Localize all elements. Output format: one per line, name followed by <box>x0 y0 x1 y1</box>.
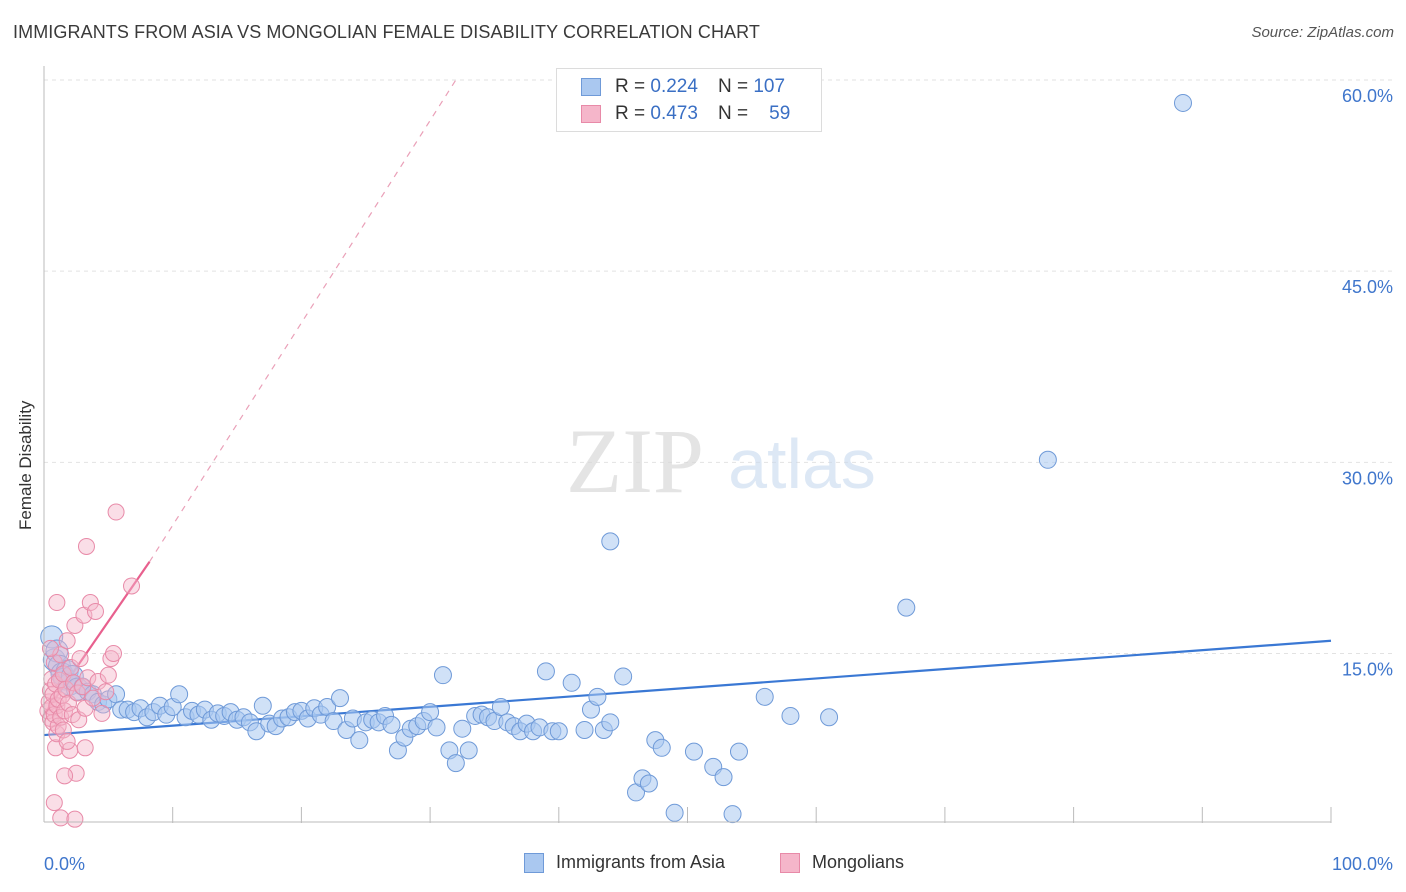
y-tick-label: 30.0% <box>1342 468 1393 488</box>
point-mongolians <box>71 650 89 668</box>
point-asia <box>723 805 742 824</box>
point-asia <box>433 666 452 685</box>
point-mongolians <box>58 732 76 750</box>
point-asia <box>652 738 671 757</box>
point-mongolians <box>74 678 92 696</box>
legend-r-label: R = <box>615 103 646 124</box>
legend-r-value: 0.224 <box>650 76 698 97</box>
point-asia <box>684 742 703 761</box>
point-asia <box>614 667 633 686</box>
legend-n-label: N = <box>717 76 749 97</box>
legend-row-asia: R = 0.224 N = 107 <box>581 74 785 100</box>
point-asia <box>453 719 472 738</box>
bottom-legend-swatch-blue <box>524 852 544 873</box>
point-asia <box>536 662 555 681</box>
point-asia <box>781 706 800 725</box>
bottom-legend-label: Immigrants from Asia <box>556 852 726 872</box>
point-asia <box>820 708 839 727</box>
point-asia <box>601 713 620 732</box>
point-asia <box>639 774 658 793</box>
point-asia <box>253 696 272 715</box>
point-mongolians <box>104 645 122 662</box>
bottom-legend-asia: Immigrants from Asia <box>524 852 725 873</box>
point-mongolians <box>123 577 141 595</box>
point-asia <box>324 712 343 731</box>
point-asia <box>729 742 748 761</box>
point-asia <box>601 532 620 551</box>
point-mongolians <box>107 503 125 521</box>
point-mongolians <box>102 650 120 668</box>
point-mongolians <box>77 537 95 555</box>
point-asia <box>331 689 350 708</box>
point-mongolians <box>45 794 63 812</box>
point-asia <box>421 703 440 722</box>
point-mongolians <box>52 646 70 664</box>
y-tick-label: 45.0% <box>1342 277 1393 297</box>
point-mongolians <box>41 639 59 657</box>
point-mongolians <box>52 809 70 827</box>
point-mongolians <box>97 683 115 701</box>
legend-n-value: 59 <box>769 103 791 124</box>
point-asia <box>1038 450 1057 469</box>
point-asia <box>427 718 446 737</box>
bottom-legend-swatch-pink <box>780 852 800 873</box>
point-asia <box>665 803 684 822</box>
point-asia <box>382 715 401 734</box>
legend-r-value: 0.473 <box>650 103 698 124</box>
y-axis-label: Female Disability <box>16 400 35 530</box>
point-mongolians <box>56 702 74 720</box>
point-mongolians <box>81 594 99 612</box>
correlation-legend: R = 0.224 N = 107 R = 0.473 N = 59 <box>556 68 822 132</box>
legend-swatch-blue <box>581 78 601 96</box>
point-mongolians <box>76 739 94 757</box>
point-asia <box>350 731 369 750</box>
point-mongolians <box>93 704 111 722</box>
point-mongolians <box>58 632 76 650</box>
point-mongolians <box>99 666 117 684</box>
watermark-atlas: atlas <box>728 425 876 503</box>
trendline-asia <box>43 639 1332 737</box>
point-mongolians <box>86 602 104 620</box>
y-tick-label: 60.0% <box>1342 86 1393 106</box>
point-asia <box>170 685 189 704</box>
point-asia <box>491 698 510 717</box>
bottom-legend-label: Mongolians <box>812 852 905 872</box>
point-asia <box>459 741 478 760</box>
source-label: Source: ZipAtlas.com <box>1251 24 1394 41</box>
point-asia <box>562 673 581 692</box>
point-asia <box>549 722 568 741</box>
trendline-mongolians-extension <box>149 79 457 563</box>
point-mongolians <box>56 767 74 785</box>
point-asia <box>714 768 733 787</box>
chart-title: IMMIGRANTS FROM ASIA VS MONGOLIAN FEMALE… <box>13 22 761 42</box>
point-mongolians <box>66 810 84 828</box>
point-mongolians <box>79 669 97 687</box>
legend-n-label: N = <box>717 103 749 124</box>
point-asia <box>1173 93 1192 112</box>
point-asia <box>897 598 916 617</box>
point-asia <box>755 687 774 706</box>
x-tick-label: 100.0% <box>1332 854 1393 874</box>
x-tick-label: 0.0% <box>44 854 85 874</box>
legend-swatch-pink <box>581 105 601 123</box>
point-mongolians <box>48 594 66 612</box>
point-asia <box>446 754 465 773</box>
legend-row-mongolians: R = 0.473 N = 59 <box>581 101 790 127</box>
legend-r-label: R = <box>615 76 646 97</box>
point-mongolians <box>44 685 62 703</box>
point-asia <box>575 720 594 739</box>
legend-n-value: 107 <box>753 76 786 97</box>
y-tick-label: 15.0% <box>1342 660 1393 680</box>
bottom-legend-mongolians: Mongolians <box>780 852 904 873</box>
point-asia <box>588 687 607 706</box>
watermark-zip: ZIP <box>566 410 704 512</box>
point-mongolians <box>54 721 72 739</box>
